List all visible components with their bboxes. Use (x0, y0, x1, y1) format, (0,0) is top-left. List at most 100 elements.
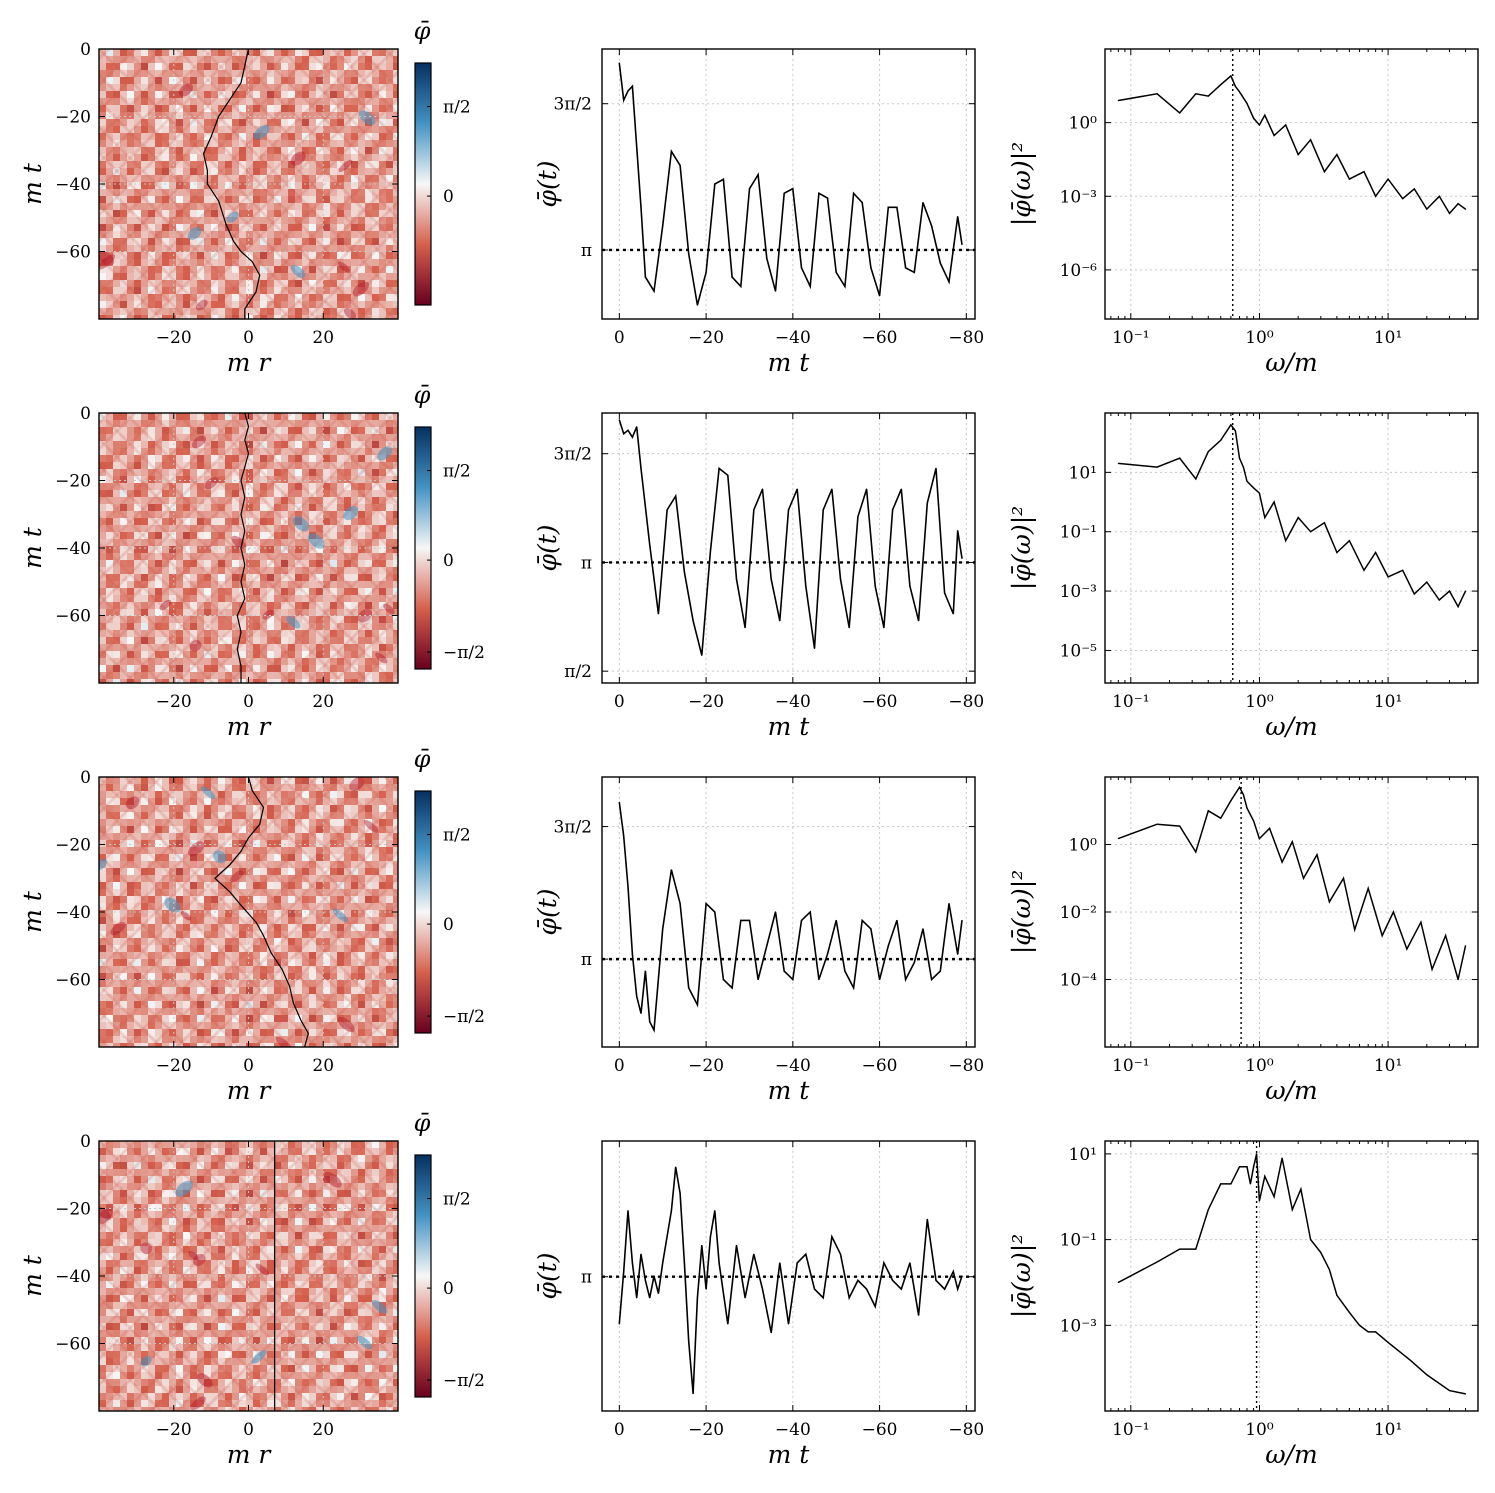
heatmap-cell (253, 875, 260, 882)
heatmap-cell (337, 644, 344, 651)
heatmap-cell (218, 889, 225, 896)
heatmap-cell (253, 413, 260, 420)
heatmap-cell (246, 469, 253, 476)
wave-streak (99, 566, 215, 683)
heatmap-cell (162, 168, 169, 175)
heatmap-cell (204, 154, 211, 161)
heatmap-cell (225, 238, 232, 245)
heatmap-cell (239, 105, 246, 112)
heatmap-cell (176, 133, 183, 140)
heatmap-cell (344, 168, 351, 175)
heatmap-cell (323, 833, 330, 840)
heatmap-cell (183, 126, 190, 133)
heatmap-cell (246, 609, 253, 616)
heatmap-cell (225, 546, 232, 553)
heatmap-cell (183, 56, 190, 63)
heatmap-cell (106, 588, 113, 595)
heatmap-cell (176, 154, 183, 161)
heatmap-cell (386, 245, 393, 252)
heatmap-cell (204, 462, 211, 469)
heatmap-cell (127, 154, 134, 161)
heatmap-cell (141, 588, 148, 595)
heatmap-cell (302, 798, 309, 805)
heatmap-cell (120, 658, 127, 665)
heatmap-cell (169, 84, 176, 91)
heatmap-cell (162, 658, 169, 665)
heatmap-cell (351, 70, 358, 77)
heatmap-cell (365, 63, 372, 70)
heatmap-cell (281, 910, 288, 917)
heatmap-cell (141, 553, 148, 560)
heatmap-cell (176, 56, 183, 63)
heatmap-cell (155, 210, 162, 217)
heatmap-cell (169, 70, 176, 77)
heatmap-cell (197, 812, 204, 819)
wave-streak (99, 436, 345, 683)
heatmap-cell (197, 798, 204, 805)
heatmap-cell (379, 133, 386, 140)
heatmap-cell (169, 105, 176, 112)
heatmap-cell (372, 294, 379, 301)
heatmap-cell (274, 189, 281, 196)
heatmap-cell (141, 791, 148, 798)
heatmap-cell (309, 840, 316, 847)
heatmap-cell (365, 840, 372, 847)
heatmap-cell (379, 567, 386, 574)
heatmap-cell (316, 189, 323, 196)
heatmap-cell (288, 777, 295, 784)
heatmap-cell (106, 903, 113, 910)
heatmap-cell (127, 812, 134, 819)
heatmap-cell (211, 112, 218, 119)
heatmap-cell (295, 294, 302, 301)
heatmap-cell (169, 294, 176, 301)
heatmap-cell (176, 553, 183, 560)
heatmap-cell (197, 889, 204, 896)
heatmap-cell (344, 616, 351, 623)
spectrum-point (1117, 99, 1119, 102)
heatmap-cell (183, 903, 190, 910)
heatmap-cell (274, 105, 281, 112)
heatmap-cell (232, 301, 239, 308)
heatmap-cell (365, 203, 372, 210)
heatmap-cell (204, 413, 211, 420)
heatmap-cell (141, 301, 148, 308)
heatmap-cell (274, 168, 281, 175)
heatmap-cell (120, 602, 127, 609)
series-point (909, 585, 911, 587)
heatmap-cell (274, 805, 281, 812)
field-blob (191, 435, 207, 449)
heatmap-cell (309, 917, 316, 924)
heatmap-cell (197, 210, 204, 217)
spectrum-point (1273, 134, 1275, 137)
heatmap-cell (127, 287, 134, 294)
heatmap-cell (127, 476, 134, 483)
heatmap-cell (358, 224, 365, 231)
heatmap-cell (295, 238, 302, 245)
heatmap-cell (253, 623, 260, 630)
heatmap-cell (225, 441, 232, 448)
heatmap-cell (372, 665, 379, 672)
heatmap-cell (197, 63, 204, 70)
heatmap-cell (155, 63, 162, 70)
heatmap-cell (197, 644, 204, 651)
heatmap-cell (295, 434, 302, 441)
heatmap-cell (295, 483, 302, 490)
heatmap-cell (267, 112, 274, 119)
heatmap-cell (372, 903, 379, 910)
heatmap-cell (267, 497, 274, 504)
heatmap-cell (309, 420, 316, 427)
field-blob (383, 603, 395, 614)
heatmap-cell (225, 602, 232, 609)
heatmap-cell (316, 868, 323, 875)
heatmap-cell (134, 238, 141, 245)
heatmap-cell (337, 427, 344, 434)
heatmap-cell (127, 462, 134, 469)
heatmap-cell (127, 91, 134, 98)
heatmap-cell (141, 903, 148, 910)
heatmap-cell (309, 315, 316, 319)
heatmap-cell (148, 483, 155, 490)
heatmap-cell (295, 84, 302, 91)
heatmap-cell (323, 889, 330, 896)
heatmap-cell (127, 413, 134, 420)
